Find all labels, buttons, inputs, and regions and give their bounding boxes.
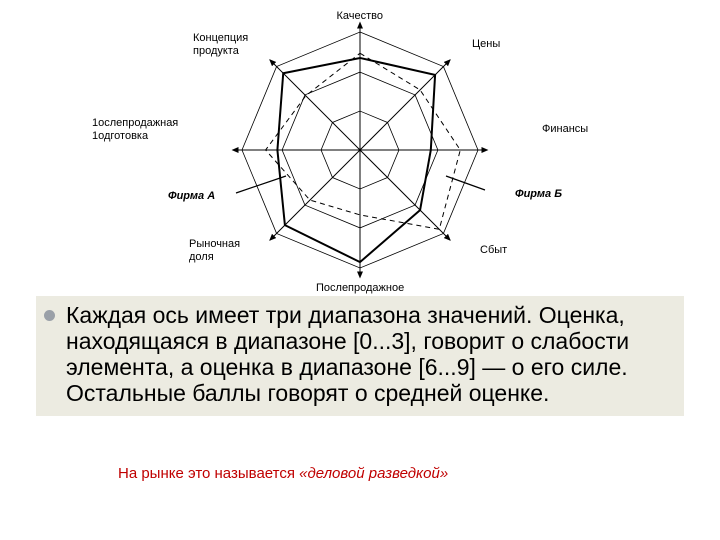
axis-label: Сбыт [480, 244, 507, 257]
axis-label: Фирма А [168, 190, 215, 203]
body-paragraph: Каждая ось имеет три диапазона значений.… [66, 302, 664, 406]
axis-label: Рыночнаядоля [189, 238, 240, 263]
axis-label: 1ослепродажная1одготовка [92, 117, 178, 142]
slide: Качество Цены Финансы Фирма Б Сбыт Послепрода… [0, 0, 720, 540]
axis-label: Фирма Б [515, 188, 562, 201]
radar-chart: КачествоЦеныФинансыФирма БСбытПослепрода… [150, 10, 570, 295]
body-text-block: Каждая ось имеет три диапазона значений.… [36, 296, 684, 416]
footnote: На рынке это называется «деловой разведк… [118, 465, 448, 482]
axis-label: Качество [337, 10, 384, 23]
axis-label: Цены [472, 38, 500, 51]
axis-label: Финансы [542, 123, 588, 136]
footnote-plain: На рынке это называется [118, 465, 299, 482]
bullet-icon [44, 310, 55, 321]
axis-label: Послепродажное [316, 282, 404, 295]
footnote-italic: «деловой разведкой» [299, 465, 448, 482]
axis-label: Концепцияпродукта [193, 32, 248, 57]
